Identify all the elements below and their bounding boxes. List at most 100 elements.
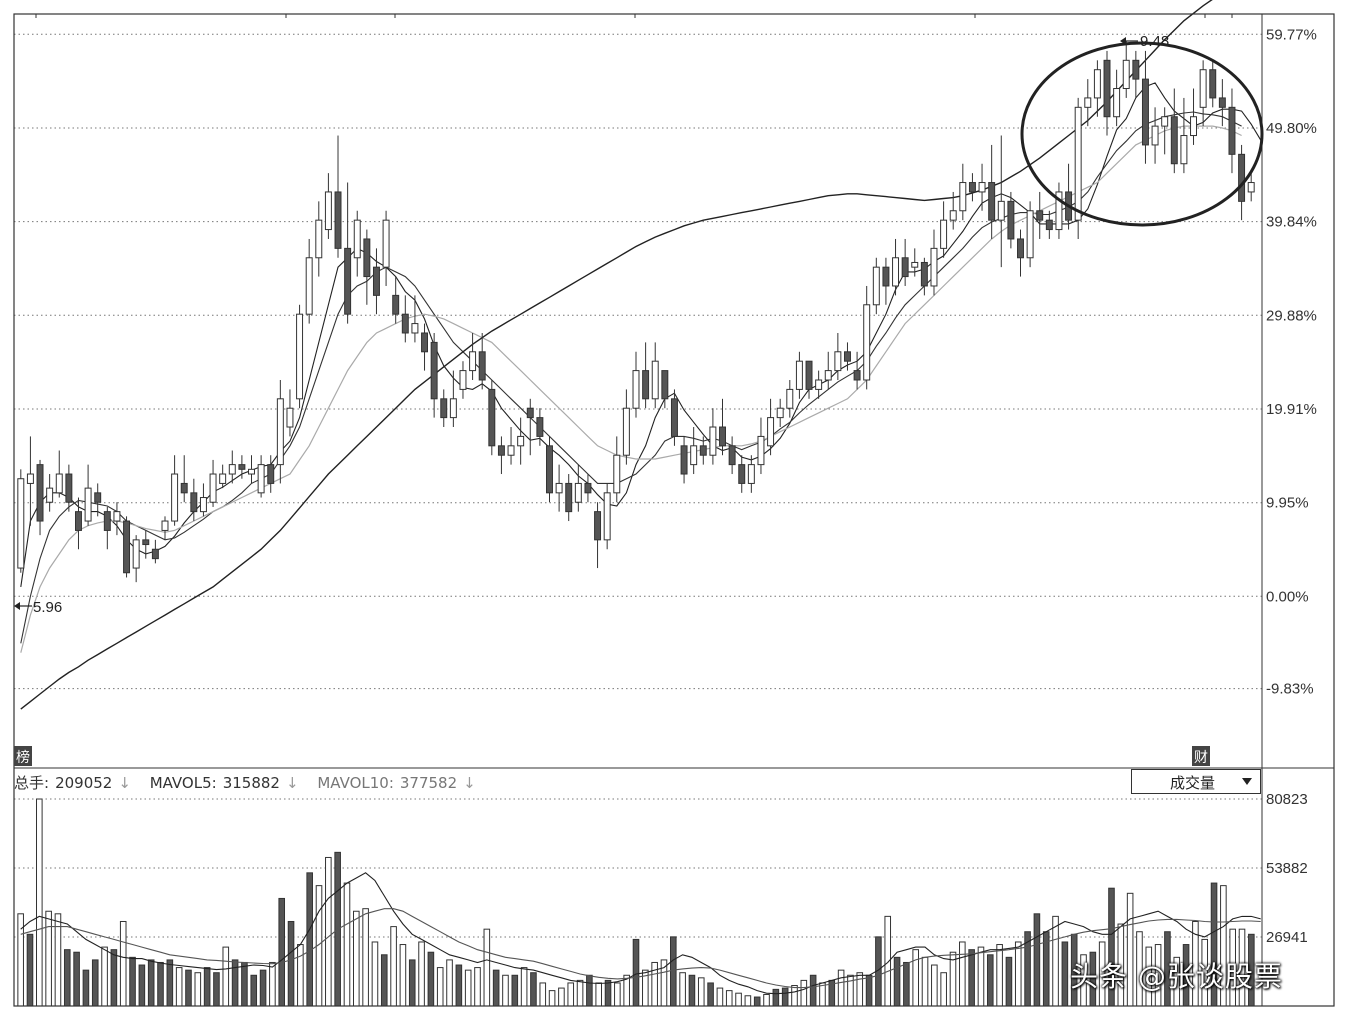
candle bbox=[363, 229, 371, 305]
candle-body bbox=[382, 219, 390, 268]
candle bbox=[863, 285, 871, 390]
candle-body bbox=[834, 351, 842, 372]
volume-bar bbox=[119, 920, 127, 1007]
candle-body bbox=[1122, 59, 1130, 90]
candle-body bbox=[46, 487, 54, 503]
candle bbox=[959, 163, 967, 221]
candle-body bbox=[209, 473, 217, 503]
volume-bar bbox=[36, 798, 43, 1007]
candle bbox=[421, 323, 429, 371]
candle-body bbox=[353, 219, 361, 259]
candle-body bbox=[565, 482, 573, 513]
candle-body bbox=[853, 370, 861, 381]
candle-body bbox=[699, 445, 707, 456]
candle bbox=[469, 332, 477, 380]
volume-bar bbox=[800, 979, 808, 1007]
candle-body bbox=[363, 238, 371, 278]
volume-bar bbox=[380, 954, 388, 1007]
price-tick-label: 29.88% bbox=[1266, 307, 1317, 324]
candle-body bbox=[824, 370, 832, 381]
low-label: 5.96 bbox=[33, 599, 62, 616]
candle bbox=[968, 173, 976, 202]
volume-bar bbox=[26, 933, 34, 1007]
candle bbox=[1026, 201, 1034, 268]
candle bbox=[286, 389, 294, 437]
candle-body bbox=[738, 464, 746, 484]
volume-bar bbox=[185, 969, 192, 1007]
candle bbox=[834, 332, 842, 380]
volume-bar bbox=[763, 993, 770, 1007]
candle-body bbox=[776, 407, 784, 419]
volume-bar bbox=[325, 856, 332, 1007]
candle bbox=[478, 332, 486, 390]
mavol10-label: MAVOL10: bbox=[317, 774, 394, 792]
volume-bar bbox=[772, 988, 780, 1007]
candle-body bbox=[1074, 106, 1082, 221]
candle-body bbox=[930, 247, 938, 287]
candle-body bbox=[228, 464, 236, 475]
candle-body bbox=[1247, 182, 1255, 193]
candle-body bbox=[411, 323, 419, 334]
candle bbox=[767, 398, 775, 456]
ma-line-4 bbox=[20, 0, 1213, 710]
volume-bar bbox=[614, 982, 621, 1007]
candle-body bbox=[1209, 69, 1217, 99]
price-tick-label: 59.77% bbox=[1266, 26, 1317, 43]
candle-body bbox=[26, 473, 34, 484]
tag-left: 榜 bbox=[16, 749, 30, 766]
candle-body bbox=[421, 332, 429, 353]
volume-bar bbox=[1033, 913, 1041, 1007]
candle-body bbox=[949, 210, 957, 221]
candle-body bbox=[1055, 191, 1063, 231]
volume-bar bbox=[781, 987, 789, 1007]
candle bbox=[84, 464, 92, 526]
volume-bar bbox=[604, 979, 612, 1007]
candle-body bbox=[1093, 69, 1101, 99]
candle-body bbox=[180, 482, 188, 494]
candle bbox=[276, 380, 284, 484]
candle bbox=[151, 539, 159, 564]
candle bbox=[1055, 182, 1063, 239]
candle-body bbox=[1017, 238, 1024, 259]
candle bbox=[901, 238, 909, 286]
volume-bar bbox=[203, 967, 211, 1007]
high-label: 9.48 bbox=[1140, 33, 1169, 50]
volume-bar bbox=[959, 941, 966, 1007]
candle-body bbox=[488, 388, 496, 447]
candle-body bbox=[517, 435, 525, 447]
candle bbox=[738, 455, 746, 493]
volume-bar bbox=[362, 908, 369, 1007]
candle bbox=[555, 464, 563, 512]
candle bbox=[757, 417, 765, 475]
candle-body bbox=[978, 182, 986, 193]
indicator-select[interactable]: 成交量 bbox=[1131, 769, 1261, 794]
candle bbox=[248, 455, 255, 484]
candle-body bbox=[584, 482, 592, 494]
volume-bar bbox=[492, 969, 500, 1007]
candle-body bbox=[1228, 106, 1236, 155]
volume-bar bbox=[390, 926, 397, 1007]
candle-body bbox=[430, 341, 438, 400]
candle bbox=[1045, 210, 1053, 239]
candle-body bbox=[1180, 135, 1188, 165]
candle bbox=[680, 436, 688, 484]
volume-bar bbox=[986, 954, 994, 1007]
candle bbox=[55, 450, 63, 498]
candle bbox=[1190, 88, 1197, 145]
volume-bar bbox=[977, 946, 985, 1007]
volume-bar bbox=[269, 961, 276, 1007]
candle bbox=[747, 455, 755, 493]
volume-bar bbox=[502, 974, 509, 1007]
volume-tick-label: 80823 bbox=[1266, 791, 1308, 808]
volume-bar bbox=[893, 956, 901, 1007]
mavol5-value: 315882 bbox=[222, 774, 280, 792]
candle-body bbox=[920, 261, 928, 287]
candle-body bbox=[555, 482, 563, 494]
candle bbox=[1036, 191, 1044, 239]
volume-bar bbox=[1005, 956, 1013, 1007]
candle-body bbox=[670, 398, 678, 437]
candle bbox=[843, 342, 851, 371]
volume-bar bbox=[343, 882, 351, 1007]
candle-body bbox=[988, 182, 996, 221]
